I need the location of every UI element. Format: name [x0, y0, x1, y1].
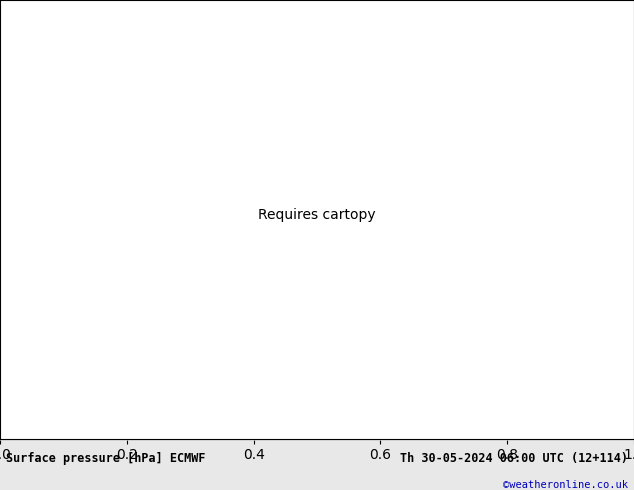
Text: Th 30-05-2024 06:00 UTC (12+114): Th 30-05-2024 06:00 UTC (12+114) — [399, 452, 628, 465]
Text: ©weatheronline.co.uk: ©weatheronline.co.uk — [503, 480, 628, 490]
Text: Surface pressure [hPa] ECMWF: Surface pressure [hPa] ECMWF — [6, 452, 206, 465]
Text: Requires cartopy: Requires cartopy — [258, 208, 376, 222]
